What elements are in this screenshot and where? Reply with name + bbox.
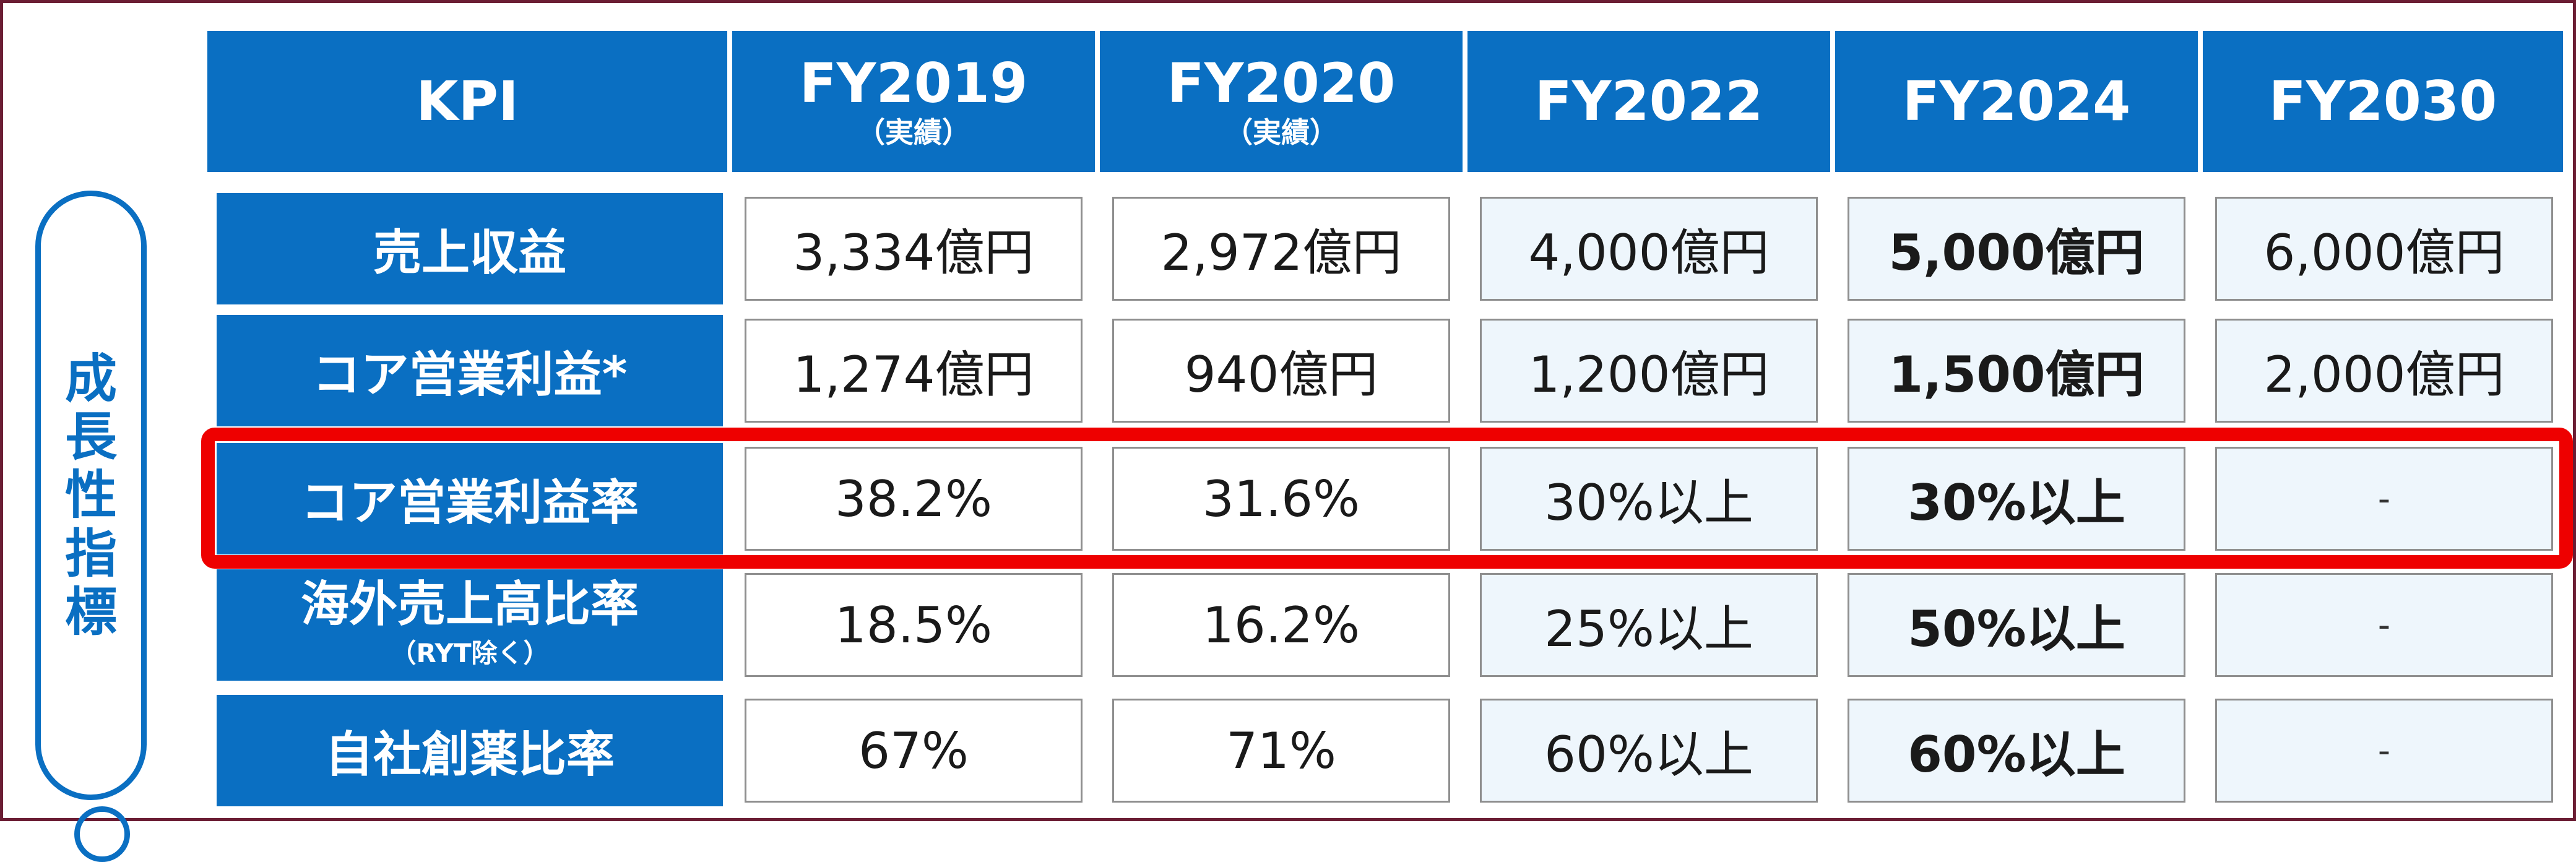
cell-value: 60%以上 [1544, 726, 1753, 783]
header-fy2020: FY2020 （実績） [1100, 31, 1463, 172]
cell-value: 30%以上 [1544, 474, 1753, 532]
cell-value: - [2377, 730, 2391, 771]
cell-value: 940億円 [1184, 346, 1378, 403]
cell-value: 2,972億円 [1160, 224, 1402, 282]
cell-value: 38.2% [834, 470, 993, 528]
cell-value: 6,000億円 [2263, 224, 2505, 282]
cell-value: 5,000億円 [1888, 224, 2145, 282]
table-cell: - [2215, 573, 2553, 677]
highlight-box-core-operating-margin [201, 428, 2573, 569]
side-label-char: 成 [64, 348, 117, 410]
table-cell: 60%以上 [1480, 699, 1818, 803]
cell-value: 31.6% [1202, 470, 1360, 528]
side-label-char: 性 [64, 465, 117, 526]
cell-value: 1,200億円 [1528, 346, 1770, 403]
cell-value: 3,334億円 [793, 224, 1034, 282]
header-note: （実績） [857, 116, 970, 149]
table-cell: 2,972億円 [1112, 197, 1450, 301]
header-year: FY2024 [1902, 69, 2131, 133]
table-cell: 1,274億円 [745, 319, 1083, 423]
header-year: FY2020 [1167, 51, 1396, 115]
header-kpi: KPI [207, 31, 727, 172]
row-label-text: コア営業利益* [312, 347, 628, 403]
cell-value: 30%以上 [1908, 474, 2125, 532]
cell-value: 25%以上 [1544, 600, 1753, 658]
header-note: （実績） [1224, 116, 1338, 149]
cell-value: 67% [858, 722, 969, 780]
row-label-revenue: 売上収益 [217, 193, 723, 304]
table-cell: 71% [1112, 699, 1450, 803]
table-cell: - [2215, 699, 2553, 803]
cell-value: 18.5% [834, 596, 993, 654]
header-year: FY2019 [799, 51, 1028, 115]
header-year: FY2030 [2268, 69, 2497, 133]
table-cell: 18.5% [745, 573, 1083, 677]
table-cell: 50%以上 [1848, 573, 2185, 677]
table-cell: - [2215, 447, 2553, 551]
header-fy2022: FY2022 [1467, 31, 1830, 172]
row-label-text: 海外売上高比率 [300, 576, 639, 632]
table-cell: 1,200億円 [1480, 319, 1818, 423]
table-cell: 16.2% [1112, 573, 1450, 677]
header-kpi-label: KPI [416, 69, 519, 133]
cell-value: 71% [1226, 722, 1336, 780]
table-cell: 30%以上 [1480, 447, 1818, 551]
side-label-char: 指 [64, 523, 117, 584]
table-cell: 6,000億円 [2215, 197, 2553, 301]
header-fy2019: FY2019 （実績） [732, 31, 1095, 172]
cell-value: 60%以上 [1908, 726, 2125, 783]
table-cell: 38.2% [745, 447, 1083, 551]
table-cell: 30%以上 [1848, 447, 2185, 551]
row-label-text: 売上収益 [373, 225, 566, 281]
header-year: FY2022 [1534, 69, 1763, 133]
cell-value: 1,274億円 [793, 346, 1034, 403]
row-label-core-operating-margin: コア営業利益率 [217, 443, 723, 554]
table-cell: 2,000億円 [2215, 319, 2553, 423]
cell-value: 16.2% [1202, 596, 1360, 654]
cell-value: 1,500億円 [1888, 346, 2145, 403]
row-label-core-operating-profit: コア営業利益* [217, 315, 723, 426]
row-label-overseas-sales-ratio: 海外売上高比率 （RYT除く） [217, 569, 723, 681]
table-cell: 1,500億円 [1848, 319, 2185, 423]
row-label-text: 自社創薬比率 [324, 727, 615, 783]
table-cell: 67% [745, 699, 1083, 803]
side-label-char: 長 [64, 407, 117, 468]
cell-value: - [2377, 605, 2391, 645]
header-fy2024: FY2024 [1835, 31, 2198, 172]
side-label-next-bracket [74, 806, 130, 862]
table-cell: 3,334億円 [745, 197, 1083, 301]
table-cell: 25%以上 [1480, 573, 1818, 677]
table-cell: 5,000億円 [1848, 197, 2185, 301]
row-label-text: コア営業利益率 [300, 475, 639, 531]
table-cell: 60%以上 [1848, 699, 2185, 803]
table-cell: 4,000億円 [1480, 197, 1818, 301]
table-cell: 940億円 [1112, 319, 1450, 423]
cell-value: 50%以上 [1908, 600, 2125, 658]
cell-value: 4,000億円 [1528, 224, 1770, 282]
cell-value: - [2377, 478, 2391, 519]
cell-value: 2,000億円 [2263, 346, 2505, 403]
row-label-subtext: （RYT除く） [390, 637, 550, 668]
table-cell: 31.6% [1112, 447, 1450, 551]
row-label-in-house-discovery-ratio: 自社創薬比率 [217, 695, 723, 806]
side-label-char: 標 [64, 581, 117, 642]
header-fy2030: FY2030 [2203, 31, 2563, 172]
side-label-growth-indicators: 成 長 性 指 標 [35, 191, 147, 800]
